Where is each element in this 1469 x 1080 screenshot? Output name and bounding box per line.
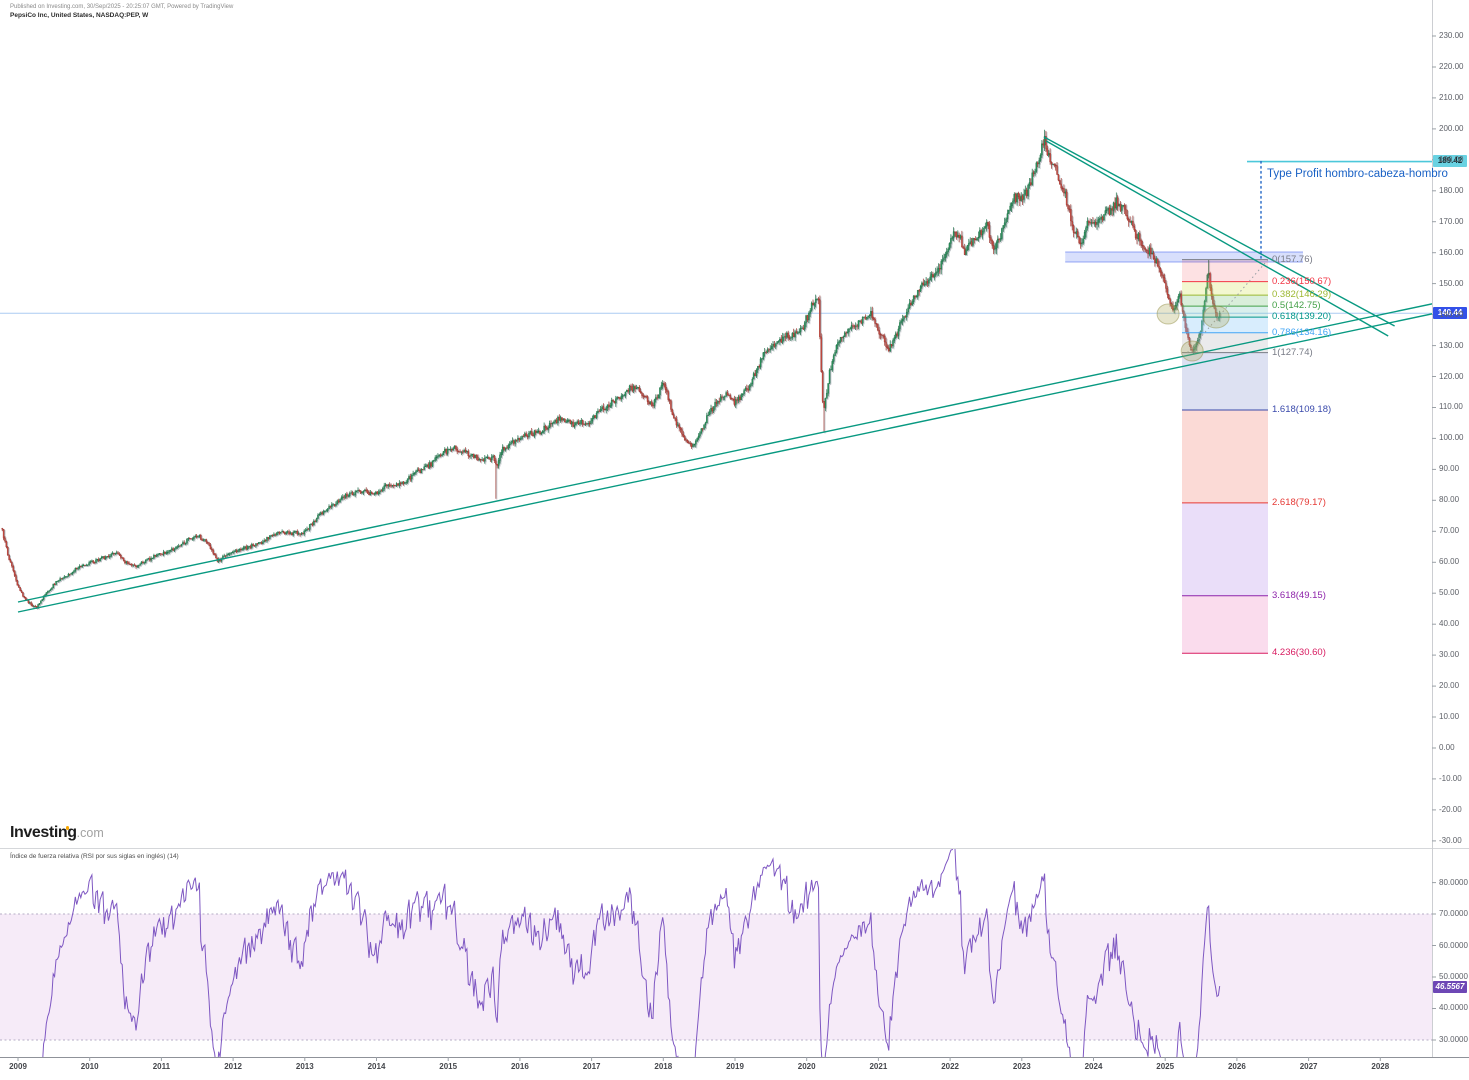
price-tick-label: 150.00 [1439,278,1464,288]
rsi-band [0,914,1432,1040]
price-tick-label: 160.00 [1439,247,1464,257]
rsi-tick-label: 70.0000 [1439,909,1468,919]
investing-logo-brand: Investing [10,824,77,841]
profit-target-label: Type Profit hombro-cabeza-hombro [1267,168,1448,180]
price-tick-label: 90.00 [1439,464,1460,474]
profit-price-badge: 189.42 [1433,155,1467,167]
price-tick-label: 190.00 [1439,154,1464,164]
rsi-line [42,849,1221,1057]
year-tick-label: 2024 [1084,1062,1103,1071]
fib-level-label: 3.618(49.15) [1272,589,1326,601]
price-tick-label: 230.00 [1439,31,1464,40]
price-tick-label: 20.00 [1439,681,1460,691]
price-tick-label: 170.00 [1439,216,1464,226]
year-tick-label: 2015 [439,1062,458,1071]
year-tick-label: 2014 [367,1062,386,1071]
price-tick-label: -20.00 [1439,804,1462,814]
year-tick-label: 2020 [797,1062,816,1071]
pattern-circle-1[interactable] [1156,303,1180,325]
price-tick-label: 0.00 [1439,742,1455,752]
pattern-circle-3[interactable] [1202,305,1230,329]
rsi-value-badge: 46.5567 [1433,981,1467,993]
year-tick-label: 2023 [1012,1062,1031,1071]
rsi-tick-label: 80.0000 [1439,877,1468,887]
year-tick-label: 2017 [582,1062,601,1071]
fib-level-label: 0(157.76) [1272,253,1313,265]
year-tick-label: 2009 [9,1062,27,1071]
price-tick-label: -10.00 [1439,773,1462,783]
year-tick-label: 2026 [1227,1062,1246,1071]
last-price-badge: 140.44 [1433,307,1467,319]
trendline-falling-resistance-upper[interactable] [1043,136,1395,327]
fib-level-label: 1(127.74) [1272,346,1313,358]
price-tick-label: 210.00 [1439,92,1464,102]
price-tick-label: 220.00 [1439,61,1464,71]
year-tick-label: 2011 [152,1062,171,1071]
price-tick-label: 40.00 [1439,619,1460,629]
rsi-tick-label: 50.0000 [1439,972,1468,981]
year-tick-label: 2012 [224,1062,242,1071]
fib-level-label: 0.786(134.16) [1272,326,1332,338]
price-tick-label: 10.00 [1439,712,1460,722]
year-tick-label: 2010 [80,1062,99,1071]
candlestick-series [1,129,1221,609]
rsi-tick-label: 60.0000 [1439,940,1468,950]
fib-level-label: 4.236(30.60) [1272,647,1326,659]
rsi-tick-label: 40.0000 [1439,1003,1468,1013]
price-tick-label: 50.00 [1439,588,1460,598]
price-tick-label: 140.00 [1439,309,1464,319]
rsi-tick-label: 30.0000 [1439,1034,1468,1044]
instrument-header: PepsiCo Inc, United States, NASDAQ:PEP, … [10,12,149,19]
year-tick-label: 2018 [654,1062,673,1071]
price-tick-label: 200.00 [1439,123,1464,133]
year-tick-label: 2022 [941,1062,959,1071]
neckline-zone[interactable] [1065,251,1303,263]
rsi-indicator-title: Índice de fuerza relativa (RSI por sus s… [10,853,179,860]
year-tick-label: 2028 [1371,1062,1390,1071]
price-tick-label: 100.00 [1439,433,1464,443]
price-tick-label: 130.00 [1439,340,1464,350]
price-tick-label: 120.00 [1439,371,1464,381]
main-pane[interactable] [0,129,1460,654]
fib-level-label: 0.236(150.67) [1272,275,1332,287]
published-header: Published on Investing.com, 30/Sep/2025 … [10,4,234,10]
price-tick-label: 60.00 [1439,557,1460,567]
year-tick-label: 2025 [1156,1062,1175,1071]
fib-level-label: 0.618(139.20) [1272,311,1332,323]
price-tick-label: -30.00 [1439,835,1462,845]
price-tick-label: 70.00 [1439,526,1460,536]
rsi-pane[interactable] [0,846,1432,1080]
profit-target-line[interactable] [1247,160,1432,261]
year-tick-label: 2013 [295,1062,314,1071]
trendline-rising-support-upper[interactable] [17,298,1460,603]
price-tick-label: 110.00 [1439,402,1463,412]
year-tick-label: 2019 [726,1062,744,1071]
year-tick-label: 2021 [869,1062,888,1071]
price-tick-label: 30.00 [1439,650,1460,660]
price-tick-label: 80.00 [1439,495,1460,505]
year-tick-label: 2016 [510,1062,529,1071]
trendline-falling-resistance-lower[interactable] [1045,140,1389,337]
fib-level-label: 2.618(79.17) [1272,496,1326,508]
investing-logo-suffix: .com [76,826,104,840]
trendline-rising-support-lower[interactable] [17,308,1460,613]
fib-level-label: 0.382(146.29) [1272,289,1332,301]
price-tick-label: 180.00 [1439,185,1464,195]
year-tick-label: 2027 [1299,1062,1318,1071]
investing-logo: Investing.com [10,824,104,844]
pattern-circle-2[interactable] [1180,340,1204,362]
investing-logo-dot-icon [65,826,69,830]
fib-level-label: 0.5(142.75) [1272,300,1321,312]
fib-retracement-drawing[interactable] [1182,259,1269,654]
fib-level-label: 1.618(109.18) [1272,404,1332,415]
